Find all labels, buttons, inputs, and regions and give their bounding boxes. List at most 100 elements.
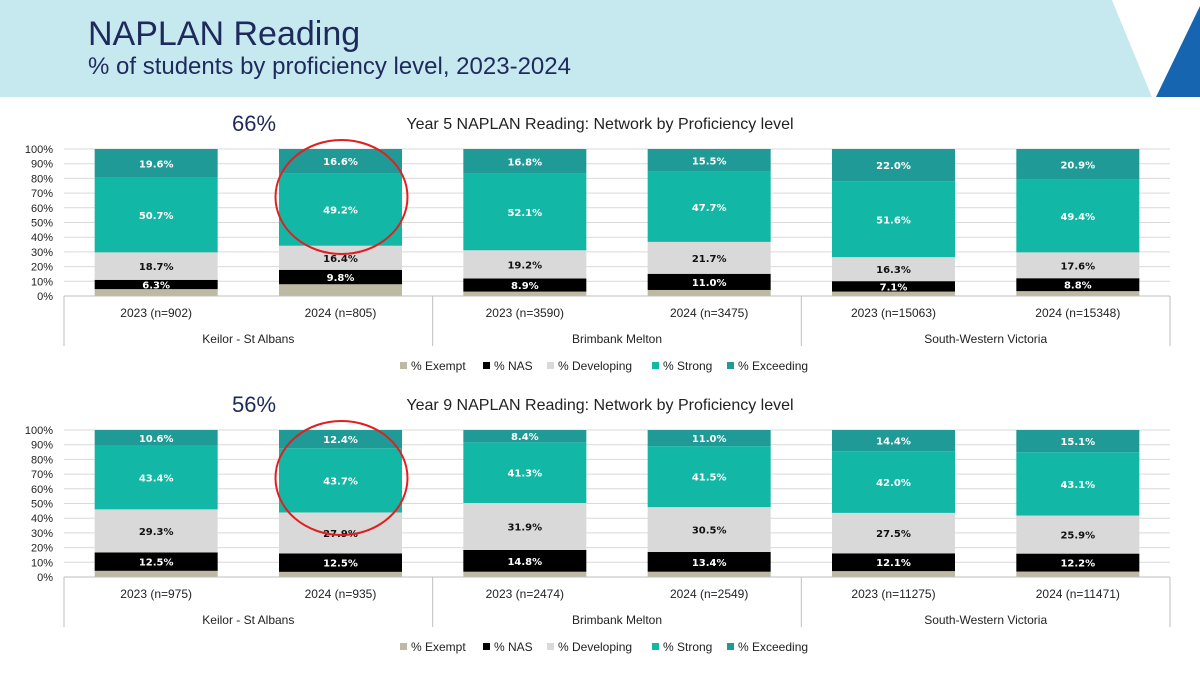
y9-data-label: 14.8% <box>507 557 542 568</box>
y5-bar-exceeding-4 <box>832 149 955 182</box>
y9-bar-exempt-4 <box>832 571 955 577</box>
y5-data-label: 19.2% <box>507 260 542 271</box>
y5-legend-swatch <box>652 362 659 369</box>
y5-bar-strong-3 <box>647 171 771 242</box>
y5-bar-exceeding-3 <box>647 149 771 172</box>
y9-bar-exceeding-1 <box>279 430 402 449</box>
y5-group-label: South-Western Victoria <box>924 332 1047 346</box>
y5-bar-strong-1 <box>279 173 402 246</box>
y9-bar-exceeding-4 <box>832 430 955 452</box>
y5-bar-exceeding-5 <box>1016 149 1140 180</box>
y9-bar-developing-0 <box>94 509 218 553</box>
y9-y-tick-label: 50% <box>31 499 53 511</box>
y5-data-label: 6.3% <box>142 280 170 291</box>
y5-legend-label: % Exceeding <box>738 359 808 373</box>
y5-callout-label: 66% <box>232 111 276 136</box>
y9-chart-title: Year 9 NAPLAN Reading: Network by Profic… <box>406 397 793 414</box>
y5-y-tick-label: 70% <box>31 188 53 200</box>
y9-y-tick-label: 10% <box>31 557 53 569</box>
y9-group-label: South-Western Victoria <box>924 613 1047 627</box>
y9-bar-exempt-2 <box>463 571 587 577</box>
y5-data-label: 49.4% <box>1060 212 1095 223</box>
y9-data-label: 29.3% <box>139 527 174 538</box>
y5-data-label: 8.9% <box>511 281 539 292</box>
y5-data-label: 9.8% <box>327 273 355 284</box>
y9-data-label: 12.5% <box>323 559 358 570</box>
y9-data-label: 25.9% <box>1060 531 1095 542</box>
y9-category-label: 2023 (n=2474) <box>486 587 564 601</box>
y5-category-label: 2023 (n=3590) <box>486 306 564 320</box>
y5-legend-label: % Developing <box>558 359 632 373</box>
y9-bar-exceeding-2 <box>463 430 587 443</box>
y9-y-tick-label: 60% <box>31 484 53 496</box>
y9-bar-strong-3 <box>647 446 771 508</box>
y5-bar-nas-5 <box>1016 278 1140 292</box>
y5-category-label: 2024 (n=15348) <box>1035 306 1120 320</box>
y9-bar-exceeding-5 <box>1016 430 1140 453</box>
y9-data-label: 41.3% <box>507 469 542 480</box>
y5-category-label: 2024 (n=3475) <box>670 306 748 320</box>
y9-legend-swatch <box>483 643 490 650</box>
y5-data-label: 49.2% <box>323 206 358 217</box>
y5-bar-developing-1 <box>279 245 402 270</box>
y9-bar-exempt-5 <box>1016 571 1140 577</box>
y9-bar-strong-0 <box>94 445 218 510</box>
y9-bar-nas-0 <box>94 552 218 571</box>
y5-group-label: Keilor - St Albans <box>202 332 294 346</box>
y5-category-label: 2024 (n=805) <box>305 306 377 320</box>
y5-bar-strong-0 <box>94 177 218 253</box>
y9-legend-label: % Developing <box>558 640 632 654</box>
y9-bar-developing-1 <box>279 512 402 554</box>
y5-bar-exceeding-0 <box>94 149 218 178</box>
y5-data-label: 17.6% <box>1060 261 1095 272</box>
y5-data-label: 15.5% <box>692 156 727 167</box>
y9-bar-strong-4 <box>832 451 955 513</box>
y5-y-tick-label: 40% <box>31 232 53 244</box>
y9-category-label: 2023 (n=11275) <box>851 587 935 601</box>
header-band <box>0 0 1200 97</box>
y9-bar-strong-1 <box>279 448 402 513</box>
y9-bar-exceeding-0 <box>94 430 218 446</box>
header-accent-triangle <box>1156 6 1200 97</box>
y9-legend-label: % Strong <box>663 640 712 654</box>
y5-y-tick-label: 50% <box>31 218 53 230</box>
y9-y-tick-label: 90% <box>31 440 53 452</box>
y5-bar-nas-0 <box>94 279 218 290</box>
y9-data-label: 12.2% <box>1060 559 1095 570</box>
y9-data-label: 11.0% <box>692 434 727 445</box>
y5-data-label: 19.6% <box>139 159 174 170</box>
y5-category-label: 2023 (n=902) <box>120 306 192 320</box>
y9-bar-strong-5 <box>1016 452 1140 516</box>
y5-bar-exempt-3 <box>647 289 771 296</box>
y9-legend-label: % Exceeding <box>738 640 808 654</box>
y5-data-label: 8.8% <box>1064 281 1092 292</box>
y9-bar-exempt-1 <box>279 571 402 577</box>
y5-group-label: Brimbank Melton <box>572 332 662 346</box>
y9-y-tick-label: 40% <box>31 513 53 525</box>
y5-data-label: 50.7% <box>139 211 174 222</box>
y5-bar-strong-2 <box>463 173 587 251</box>
y5-legend-swatch <box>547 362 554 369</box>
y5-legend-swatch <box>400 362 407 369</box>
y5-data-label: 16.3% <box>876 265 911 276</box>
y5-data-label: 16.8% <box>507 157 542 168</box>
y9-data-label: 8.4% <box>511 432 539 443</box>
y5-data-label: 51.6% <box>876 215 911 226</box>
y5-bar-developing-3 <box>647 241 771 274</box>
y9-bar-exempt-0 <box>94 570 218 577</box>
y9-data-label: 31.9% <box>507 523 542 534</box>
y9-bar-nas-4 <box>832 553 955 572</box>
y5-y-tick-label: 0% <box>37 291 53 303</box>
y9-y-tick-label: 30% <box>31 528 53 540</box>
y9-bar-nas-2 <box>463 549 587 572</box>
y9-bar-strong-2 <box>463 442 587 504</box>
y9-highlight-circle <box>274 420 409 536</box>
y5-y-tick-label: 60% <box>31 203 53 215</box>
y9-y-tick-label: 70% <box>31 469 53 481</box>
y9-data-label: 43.7% <box>323 476 358 487</box>
y5-bar-nas-1 <box>279 269 402 285</box>
y5-data-label: 20.9% <box>1060 160 1095 171</box>
y5-bar-developing-4 <box>832 257 955 282</box>
y9-bar-nas-1 <box>279 553 402 572</box>
y9-callout-label: 56% <box>232 392 276 417</box>
